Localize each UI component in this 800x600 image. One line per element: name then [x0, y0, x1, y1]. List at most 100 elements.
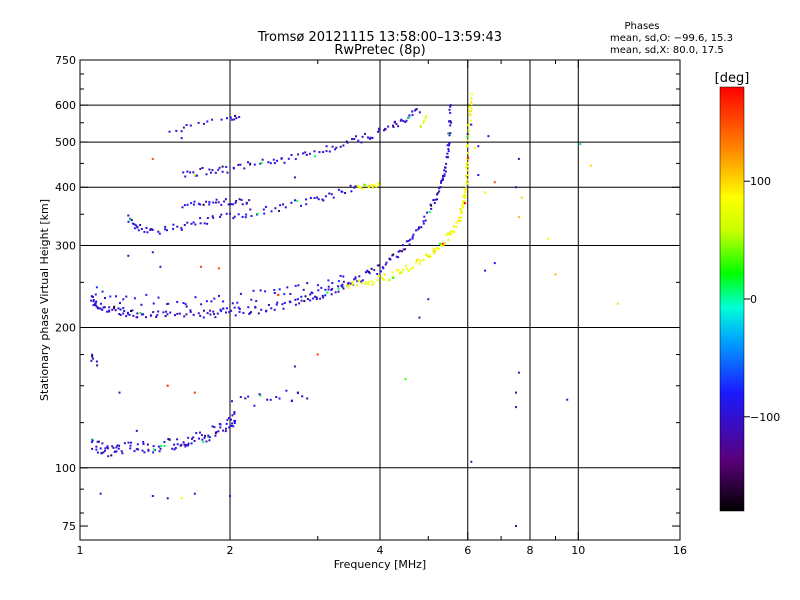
data-point: [264, 290, 267, 293]
data-point: [221, 170, 224, 173]
data-point: [282, 307, 285, 310]
data-point: [300, 295, 303, 298]
data-point: [168, 438, 171, 441]
data-point: [364, 271, 367, 274]
data-point: [397, 269, 400, 272]
data-point: [434, 250, 437, 253]
data-point: [463, 200, 466, 203]
data-point: [330, 293, 333, 296]
data-point: [205, 300, 208, 303]
data-point: [226, 418, 229, 421]
data-point: [515, 406, 517, 409]
data-point: [152, 445, 155, 448]
data-point: [389, 258, 392, 261]
data-point: [199, 431, 201, 434]
data-point: [214, 171, 217, 174]
data-point: [460, 210, 463, 213]
data-point: [466, 169, 469, 172]
data-point: [186, 221, 189, 224]
data-point: [116, 444, 119, 447]
data-point: [334, 148, 337, 151]
data-point: [122, 298, 125, 301]
data-point: [192, 203, 195, 206]
data-point: [183, 443, 186, 446]
data-point: [259, 162, 262, 165]
data-point: [282, 203, 284, 206]
chart-subtitle: RwPretec (8p): [334, 43, 425, 58]
data-point: [176, 312, 179, 315]
data-point: [318, 151, 321, 154]
data-point: [469, 119, 472, 122]
data-point: [328, 150, 331, 153]
data-point: [370, 183, 373, 186]
data-point: [283, 302, 286, 304]
data-point: [351, 281, 354, 284]
colorbar-tick-label: 100: [750, 175, 771, 188]
data-point: [320, 286, 323, 289]
data-point: [206, 312, 209, 315]
data-point: [258, 393, 261, 396]
data-point: [337, 280, 340, 283]
data-point: [447, 144, 450, 147]
data-point: [182, 302, 185, 304]
data-point: [238, 198, 241, 201]
data-point: [113, 307, 115, 310]
data-point: [187, 444, 189, 447]
data-point: [217, 201, 220, 204]
x-tick-label: 4: [377, 544, 384, 557]
data-point: [432, 199, 435, 202]
data-point: [129, 447, 132, 450]
data-point: [280, 157, 283, 160]
data-point: [446, 232, 449, 235]
data-point: [265, 205, 267, 208]
data-point: [136, 316, 139, 319]
data-point: [225, 165, 228, 168]
data-point: [367, 136, 369, 139]
data-point: [365, 184, 367, 187]
data-point: [109, 295, 112, 298]
data-point: [422, 121, 425, 124]
data-point: [450, 233, 452, 236]
data-point: [463, 202, 466, 205]
data-point: [96, 440, 99, 443]
data-point: [411, 235, 414, 238]
data-point: [128, 313, 131, 316]
data-point: [193, 200, 196, 203]
data-point: [197, 121, 200, 124]
data-point: [140, 303, 143, 306]
data-point: [315, 296, 318, 299]
colorbar-tick-label: 0: [750, 293, 757, 306]
data-point: [171, 447, 174, 450]
data-point: [306, 282, 309, 285]
x-tick-label: 8: [527, 544, 534, 557]
data-point: [464, 196, 466, 199]
data-point: [230, 309, 233, 312]
stats-line-o: mean, sd,O: −99.6, 15.3: [610, 33, 733, 44]
data-point: [152, 311, 155, 314]
data-point: [441, 177, 444, 180]
data-point: [209, 309, 211, 312]
data-point: [405, 240, 408, 243]
data-point: [209, 313, 212, 316]
data-point: [378, 129, 381, 132]
data-point: [353, 278, 356, 281]
data-point: [317, 289, 320, 292]
data-point: [247, 395, 250, 398]
data-point: [331, 282, 334, 284]
x-tick-label: 10: [571, 544, 585, 557]
data-point: [468, 105, 471, 108]
x-tick-label: 1: [77, 544, 84, 557]
data-point: [304, 151, 307, 154]
data-point: [183, 224, 186, 226]
data-point: [347, 286, 350, 289]
data-point: [131, 222, 134, 225]
data-point: [412, 233, 415, 236]
data-point: [247, 306, 250, 309]
data-point: [190, 222, 193, 225]
data-point: [458, 216, 461, 219]
data-point: [304, 295, 307, 298]
data-point: [445, 156, 448, 158]
data-point: [435, 247, 438, 250]
data-point: [164, 315, 167, 317]
data-point: [193, 440, 196, 442]
